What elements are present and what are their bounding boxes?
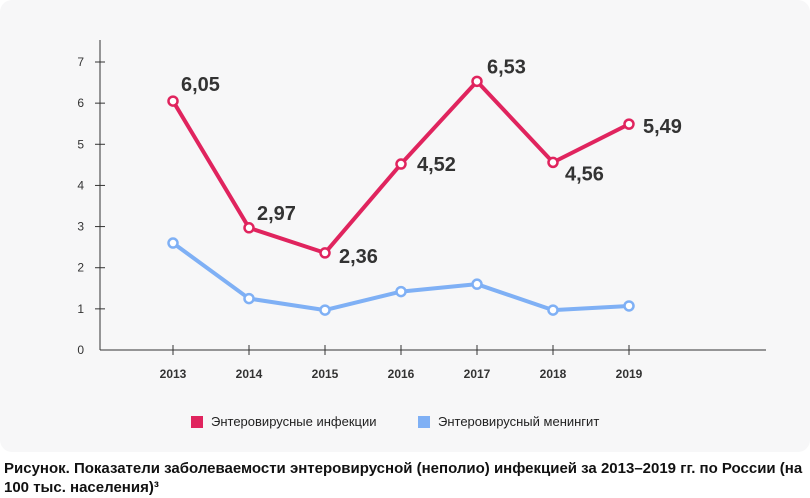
data-point	[319, 247, 331, 259]
y-tick-label: 4	[77, 178, 84, 192]
data-label: 6,05	[181, 74, 220, 96]
data-point	[623, 300, 635, 312]
data-point	[395, 158, 407, 170]
line-chart: 0 1 2 3 4 5 6 7 2013 2014 2015 2016 2017 2018 2019 6,…	[77, 40, 766, 381]
legend-swatch-red	[191, 415, 203, 428]
data-label: 2,36	[339, 246, 378, 268]
data-point	[471, 75, 483, 88]
data-point	[623, 118, 635, 130]
y-tick-label: 3	[77, 220, 84, 234]
chart-panel	[0, 0, 810, 452]
x-tick-label: 2018	[540, 367, 567, 381]
data-point	[547, 304, 559, 316]
data-label: 4,56	[565, 163, 604, 185]
data-point	[167, 237, 179, 249]
legend-item-enteroviral-infections: Энтеровирусные инфекции	[191, 414, 377, 429]
data-label: 6,53	[487, 56, 526, 78]
series-line-1	[171, 241, 631, 313]
x-tick-label: 2014	[236, 367, 263, 381]
x-tick-label: 2016	[388, 367, 415, 381]
data-point	[319, 304, 331, 316]
data-point	[243, 292, 255, 305]
y-tick-label: 2	[77, 261, 84, 275]
data-label: 2,97	[257, 203, 296, 225]
legend-swatch-blue	[418, 415, 430, 428]
data-point	[547, 156, 559, 169]
x-tick-label: 2017	[464, 367, 491, 381]
data-point	[471, 278, 483, 290]
y-tick-label: 5	[77, 137, 84, 151]
y-tick-label: 6	[77, 96, 84, 110]
x-tick-label: 2013	[160, 367, 187, 381]
legend-label: Энтеровирусный менингит	[438, 414, 600, 429]
y-tick-label: 7	[77, 55, 84, 69]
data-label: 4,52	[417, 154, 456, 176]
data-label: 5,49	[643, 116, 682, 138]
figure-caption: Рисунок. Показатели заболеваемости энтер…	[4, 460, 803, 496]
y-tick-label: 0	[77, 343, 84, 357]
x-tick-label: 2019	[616, 367, 643, 381]
y-tick-label: 1	[77, 302, 84, 316]
legend: Энтеровирусные инфекции Энтеровирусный м…	[0, 414, 810, 434]
x-tick-label: 2015	[312, 367, 339, 381]
data-point	[243, 222, 255, 234]
data-point	[167, 95, 179, 107]
legend-item-enteroviral-meningitis: Энтеровирусный менингит	[418, 414, 599, 429]
legend-label: Энтеровирусные инфекции	[211, 414, 377, 429]
data-point	[395, 285, 407, 298]
